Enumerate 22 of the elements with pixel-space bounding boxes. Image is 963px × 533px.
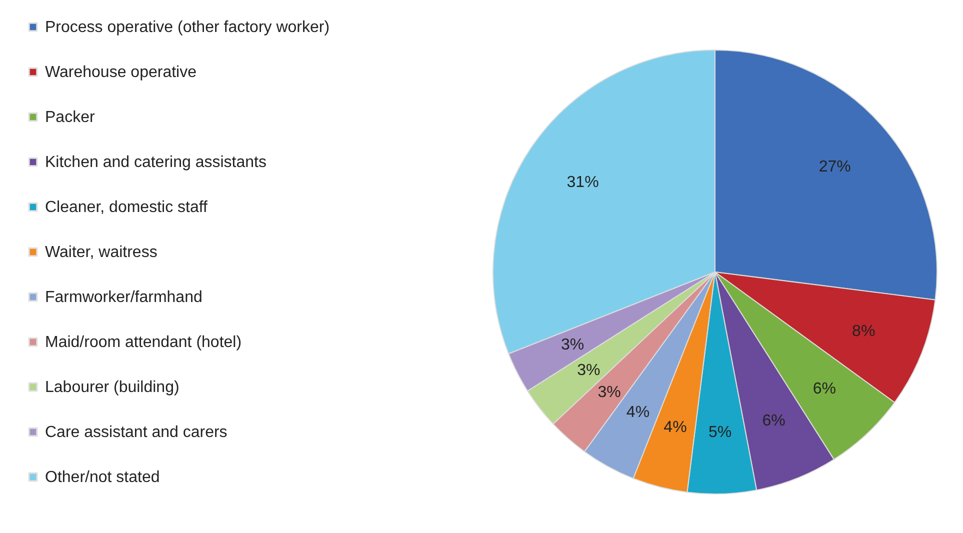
legend-label: Cleaner, domestic staff (45, 199, 208, 216)
data-label: 27% (818, 158, 851, 176)
data-label: 3% (561, 336, 584, 354)
data-label: 8% (852, 322, 876, 340)
legend-label: Maid/room attendant (hotel) (45, 334, 242, 351)
data-label: 6% (812, 380, 836, 398)
data-label: 3% (577, 362, 600, 379)
legend-label: Care assistant and carers (45, 424, 228, 441)
data-label: 5% (708, 424, 732, 441)
legend-label: Waiter, waitress (45, 244, 158, 261)
legend-label: Warehouse operative (45, 64, 197, 81)
data-label: 6% (762, 412, 786, 430)
legend-label: Kitchen and catering assistants (45, 154, 266, 171)
legend-label: Other/not stated (45, 469, 160, 486)
legend-label: Process operative (other factory worker) (45, 19, 330, 36)
legend-label: Farmworker/farmhand (45, 289, 202, 306)
data-label: 4% (664, 418, 687, 436)
data-label: 4% (626, 404, 650, 422)
data-label: 31% (566, 174, 599, 192)
legend-label: Packer (45, 109, 96, 126)
data-label: 3% (598, 384, 621, 401)
legend-label: Labourer (building) (45, 379, 180, 396)
